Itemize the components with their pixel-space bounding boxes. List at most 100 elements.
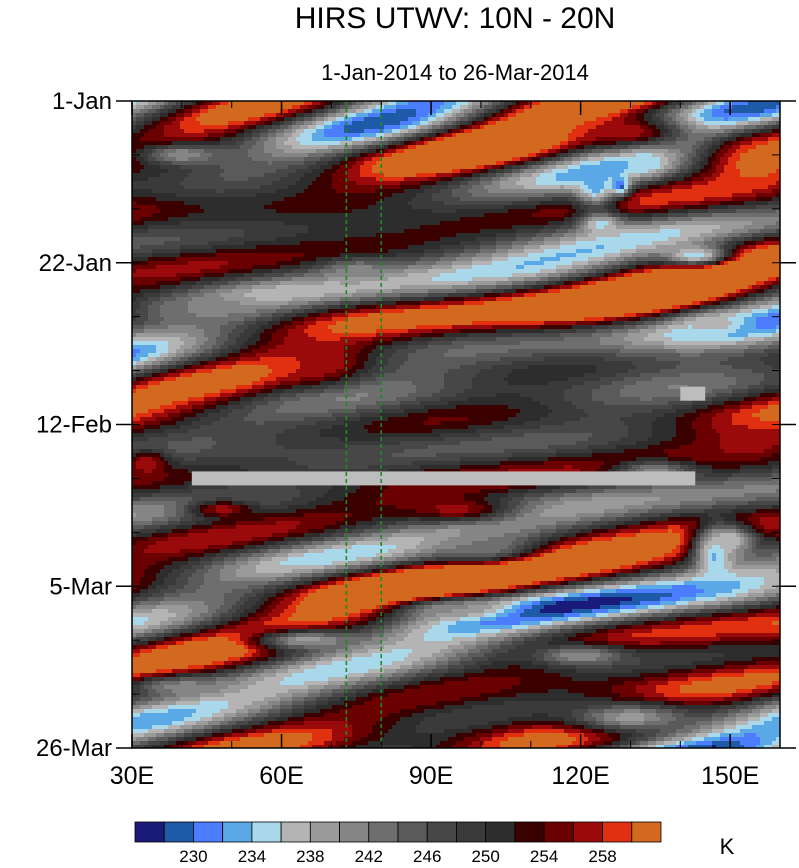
field-cell xyxy=(336,145,341,150)
field-cell xyxy=(680,133,685,138)
field-cell xyxy=(248,141,253,146)
field-cell xyxy=(488,185,493,190)
field-cell xyxy=(764,189,769,194)
field-cell xyxy=(732,173,737,178)
field-cell xyxy=(280,197,285,202)
field-cell xyxy=(368,189,373,194)
field-cell xyxy=(520,153,525,158)
field-cell xyxy=(152,181,157,186)
field-cell xyxy=(308,201,313,206)
field-cell xyxy=(172,173,177,178)
field-cell xyxy=(540,133,545,138)
field-cell xyxy=(628,141,633,146)
field-cell xyxy=(668,101,673,106)
field-cell xyxy=(160,145,165,150)
field-cell xyxy=(564,209,569,214)
field-cell xyxy=(496,205,501,210)
field-cell xyxy=(540,121,545,126)
field-cell xyxy=(752,193,757,198)
field-cell xyxy=(640,145,645,150)
field-cell xyxy=(148,105,153,110)
field-cell xyxy=(320,157,325,162)
field-cell xyxy=(448,105,453,110)
field-cell xyxy=(228,133,233,138)
field-cell xyxy=(172,189,177,194)
field-cell xyxy=(420,169,425,174)
field-cell xyxy=(268,181,273,186)
field-cell xyxy=(220,177,225,182)
field-cell xyxy=(260,145,265,150)
field-cell xyxy=(416,117,421,122)
field-cell xyxy=(672,201,677,206)
field-cell xyxy=(288,145,293,150)
field-cell xyxy=(168,157,173,162)
field-cell xyxy=(692,169,697,174)
field-cell xyxy=(256,133,261,138)
field-cell xyxy=(592,173,597,178)
field-cell xyxy=(504,205,509,210)
field-cell xyxy=(560,109,565,114)
field-cell xyxy=(280,121,285,126)
field-cell xyxy=(508,189,513,194)
field-cell xyxy=(264,101,269,106)
field-cell xyxy=(592,121,597,126)
field-cell xyxy=(300,101,305,106)
field-cell xyxy=(636,213,641,218)
field-cell xyxy=(732,149,737,154)
field-cell xyxy=(428,109,433,114)
field-cell xyxy=(724,117,729,122)
field-cell xyxy=(372,101,377,106)
field-cell xyxy=(600,221,605,226)
field-cell xyxy=(756,121,761,126)
field-cell xyxy=(464,109,469,114)
field-cell xyxy=(456,129,461,134)
field-cell xyxy=(624,201,629,206)
field-cell xyxy=(436,153,441,158)
field-cell xyxy=(588,197,593,202)
field-cell xyxy=(188,169,193,174)
field-cell xyxy=(300,197,305,202)
field-cell xyxy=(212,109,217,114)
field-cell xyxy=(428,213,433,218)
field-cell xyxy=(140,161,145,166)
field-cell xyxy=(656,141,661,146)
field-cell xyxy=(668,177,673,182)
field-cell xyxy=(740,189,745,194)
field-cell xyxy=(312,137,317,142)
field-cell xyxy=(764,169,769,174)
field-cell xyxy=(672,121,677,126)
field-cell xyxy=(648,209,653,214)
field-cell xyxy=(188,113,193,118)
field-cell xyxy=(172,133,177,138)
field-cell xyxy=(340,213,345,218)
field-cell xyxy=(460,141,465,146)
field-cell xyxy=(720,121,725,126)
field-cell xyxy=(760,161,765,166)
field-cell xyxy=(472,209,477,214)
field-cell xyxy=(432,205,437,210)
field-cell xyxy=(452,129,457,134)
field-cell xyxy=(704,173,709,178)
field-cell xyxy=(612,125,617,130)
field-cell xyxy=(512,125,517,130)
field-cell xyxy=(444,133,449,138)
field-cell xyxy=(752,121,757,126)
field-cell xyxy=(336,137,341,142)
field-cell xyxy=(308,109,313,114)
field-cell xyxy=(340,157,345,162)
field-cell xyxy=(212,221,217,226)
field-cell xyxy=(412,133,417,138)
field-cell xyxy=(312,121,317,126)
field-cell xyxy=(264,105,269,110)
field-cell xyxy=(700,185,705,190)
field-cell xyxy=(248,121,253,126)
field-cell xyxy=(168,153,173,158)
field-cell xyxy=(172,181,177,186)
field-cell xyxy=(616,153,621,158)
field-cell xyxy=(492,149,497,154)
field-cell xyxy=(636,145,641,150)
field-cell xyxy=(628,213,633,218)
field-cell xyxy=(304,165,309,170)
field-cell xyxy=(236,137,241,142)
field-cell xyxy=(428,185,433,190)
